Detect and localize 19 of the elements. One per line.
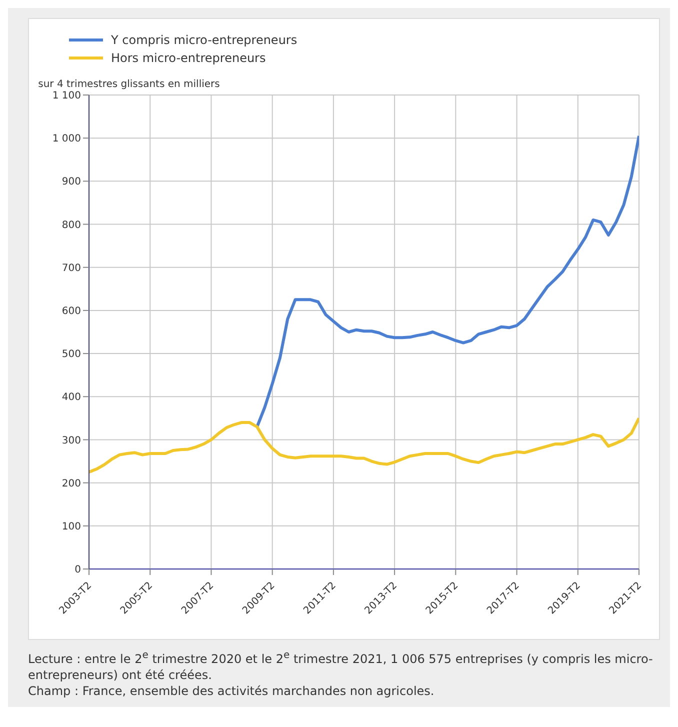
y-tick-label: 0 <box>74 564 81 576</box>
y-axis-title: sur 4 trimestres glissants en milliers <box>38 79 220 90</box>
text: Champ : France, ensemble des activités marchandes non agricoles. <box>28 683 436 699</box>
y-tick-label: 900 <box>62 176 81 188</box>
line-series <box>89 416 639 474</box>
text: Lecture : entre le 2$^{e}$ trimestre 2020 et le 2$^{e}$ trimestre 2021, 1 006 575 entreprises (y compris les micro-entrepreneurs) ont été créées. <box>28 650 653 682</box>
y-tick-label: 700 <box>62 262 81 274</box>
legend-label: Hors micro-entrepreneurs <box>111 51 266 65</box>
y-tick-label: 400 <box>62 392 81 404</box>
y-tick-label: 100 <box>62 521 81 532</box>
y-tick-label: 600 <box>62 306 81 318</box>
y-tick-label: 800 <box>62 220 81 231</box>
y-tick-label: 1 100 <box>52 90 81 102</box>
y-tick-label: 200 <box>62 478 81 490</box>
y-tick-label: 300 <box>62 435 81 446</box>
y-tick-label: 1 000 <box>52 134 81 145</box>
legend-label: Y compris micro-entrepreneurs <box>111 33 298 47</box>
y-tick-label: 500 <box>62 349 81 360</box>
line-series <box>256 134 639 428</box>
